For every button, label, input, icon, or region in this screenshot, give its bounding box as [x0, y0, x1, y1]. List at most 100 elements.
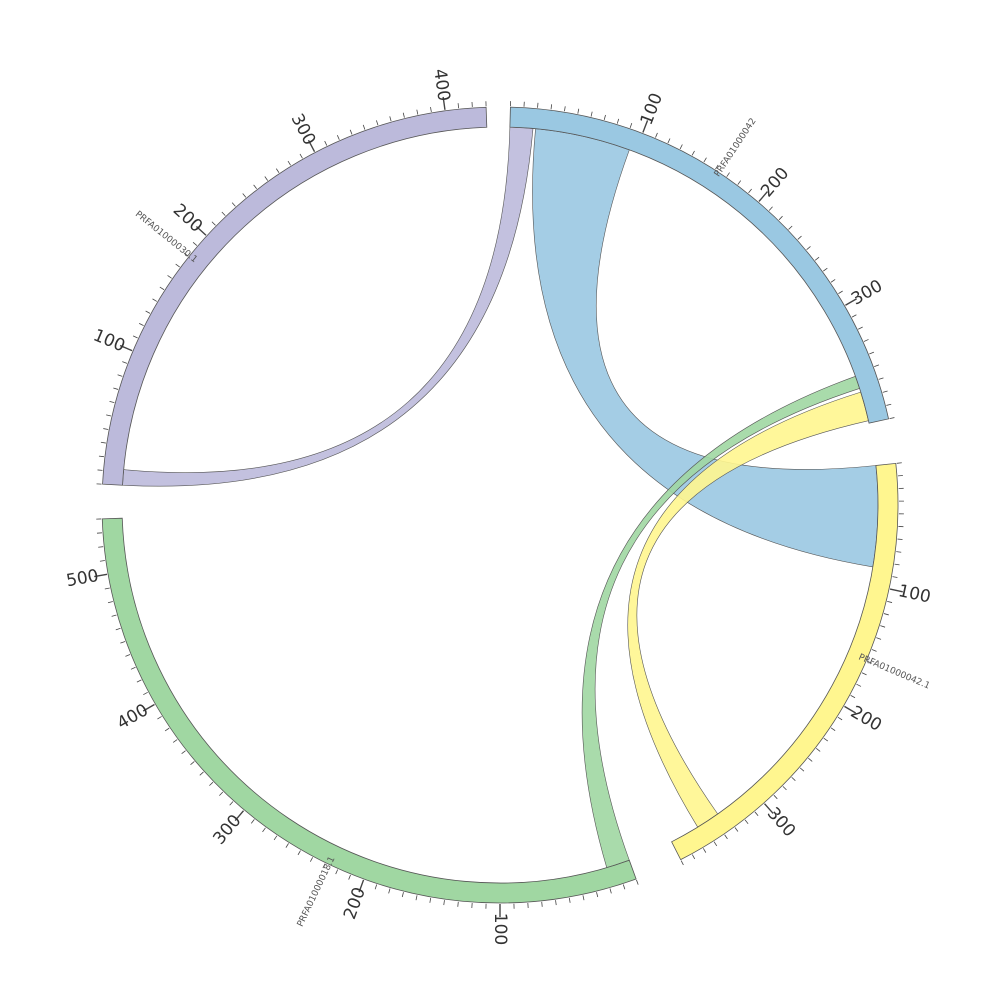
minor-tick — [143, 691, 148, 696]
minor-tick — [157, 716, 162, 720]
minor-tick — [703, 157, 707, 163]
segment-arc-s30 — [102, 106, 488, 486]
minor-tick — [603, 114, 606, 120]
minor-tick — [152, 298, 158, 302]
minor-tick — [136, 679, 142, 683]
major-tick — [763, 803, 774, 814]
minor-tick — [113, 387, 119, 390]
minor-tick — [773, 794, 778, 800]
minor-tick — [838, 290, 843, 294]
minor-tick — [100, 441, 106, 444]
minor-tick — [850, 695, 856, 699]
minor-tick — [858, 326, 863, 330]
tick-label-s18-400: 400 — [114, 700, 152, 734]
minor-tick — [734, 827, 739, 832]
minor-tick — [348, 874, 351, 880]
minor-tick — [680, 860, 684, 866]
minor-tick — [175, 263, 180, 268]
minor-tick — [336, 135, 340, 140]
tick-label-s42-100: 100 — [637, 90, 667, 127]
minor-tick — [768, 206, 773, 211]
minor-tick — [322, 863, 326, 869]
minor-tick — [219, 791, 224, 796]
minor-tick — [880, 625, 886, 628]
minor-tick — [242, 193, 247, 198]
minor-tick — [430, 106, 432, 113]
major-tick — [358, 879, 365, 893]
major-tick — [195, 225, 207, 236]
minor-tick — [99, 560, 105, 562]
link-ribbon-1 — [532, 128, 879, 568]
minor-tick — [713, 841, 718, 847]
minor-tick — [636, 879, 639, 885]
segment-arc-s42_1 — [671, 462, 899, 861]
minor-tick — [874, 364, 880, 367]
tick-label-s30-400: 400 — [429, 68, 453, 103]
minor-tick — [262, 827, 266, 833]
minor-tick — [726, 172, 730, 177]
tick-label-s42_1-300: 300 — [763, 804, 799, 842]
minor-tick — [715, 164, 719, 170]
minor-tick — [183, 252, 189, 257]
minor-tick — [830, 727, 836, 731]
minor-tick — [98, 455, 104, 458]
minor-tick — [349, 129, 353, 135]
minor-tick — [596, 892, 599, 898]
minor-tick — [221, 211, 226, 216]
segment-name-s18: PRFA01000018.1 — [296, 855, 338, 928]
minor-tick — [209, 781, 214, 786]
tick-label-s42_1-200: 200 — [847, 702, 885, 736]
minor-tick — [568, 897, 571, 903]
minor-tick — [691, 150, 695, 156]
minor-tick — [107, 601, 113, 604]
minor-tick — [389, 116, 392, 122]
tick-label-s42_1-100: 100 — [897, 581, 933, 607]
minor-tick — [415, 895, 418, 901]
minor-tick — [856, 683, 862, 687]
major-tick — [845, 298, 858, 306]
minor-tick — [401, 892, 404, 898]
minor-tick — [264, 176, 269, 181]
segment-name-s42_1: PRFA01000042.1 — [857, 653, 931, 692]
minor-tick — [550, 104, 553, 110]
minor-tick — [273, 835, 278, 841]
minor-tick — [117, 374, 123, 377]
minor-tick — [851, 314, 857, 318]
minor-tick — [863, 339, 869, 342]
minor-tick — [309, 857, 314, 862]
minor-tick — [876, 637, 882, 640]
minor-tick — [679, 144, 683, 150]
minor-tick — [878, 377, 884, 380]
major-tick — [844, 705, 857, 714]
minor-tick — [125, 654, 131, 657]
minor-tick — [797, 235, 802, 240]
major-tick — [758, 191, 768, 202]
minor-tick — [823, 737, 829, 742]
minor-tick — [324, 140, 328, 146]
minor-tick — [103, 428, 109, 430]
minor-tick — [564, 106, 566, 112]
minor-tick — [667, 138, 671, 144]
minor-tick — [106, 414, 112, 417]
minor-tick — [889, 417, 895, 420]
minor-tick — [882, 390, 888, 393]
minor-tick — [115, 627, 121, 631]
minor-tick — [883, 613, 889, 616]
minor-tick — [250, 819, 255, 824]
minor-tick — [98, 546, 104, 548]
minor-tick — [253, 184, 257, 190]
minor-tick — [861, 672, 867, 676]
segment-arc-s18 — [101, 517, 637, 904]
minor-tick — [724, 834, 728, 840]
minor-tick — [167, 275, 172, 279]
minor-tick — [886, 403, 892, 406]
minor-tick — [778, 215, 783, 221]
minor-tick — [896, 462, 902, 464]
major-tick — [94, 573, 108, 578]
minor-tick — [457, 103, 460, 109]
minor-tick — [823, 267, 828, 272]
minor-tick — [894, 563, 900, 566]
major-tick — [889, 588, 903, 593]
minor-tick — [744, 819, 749, 825]
